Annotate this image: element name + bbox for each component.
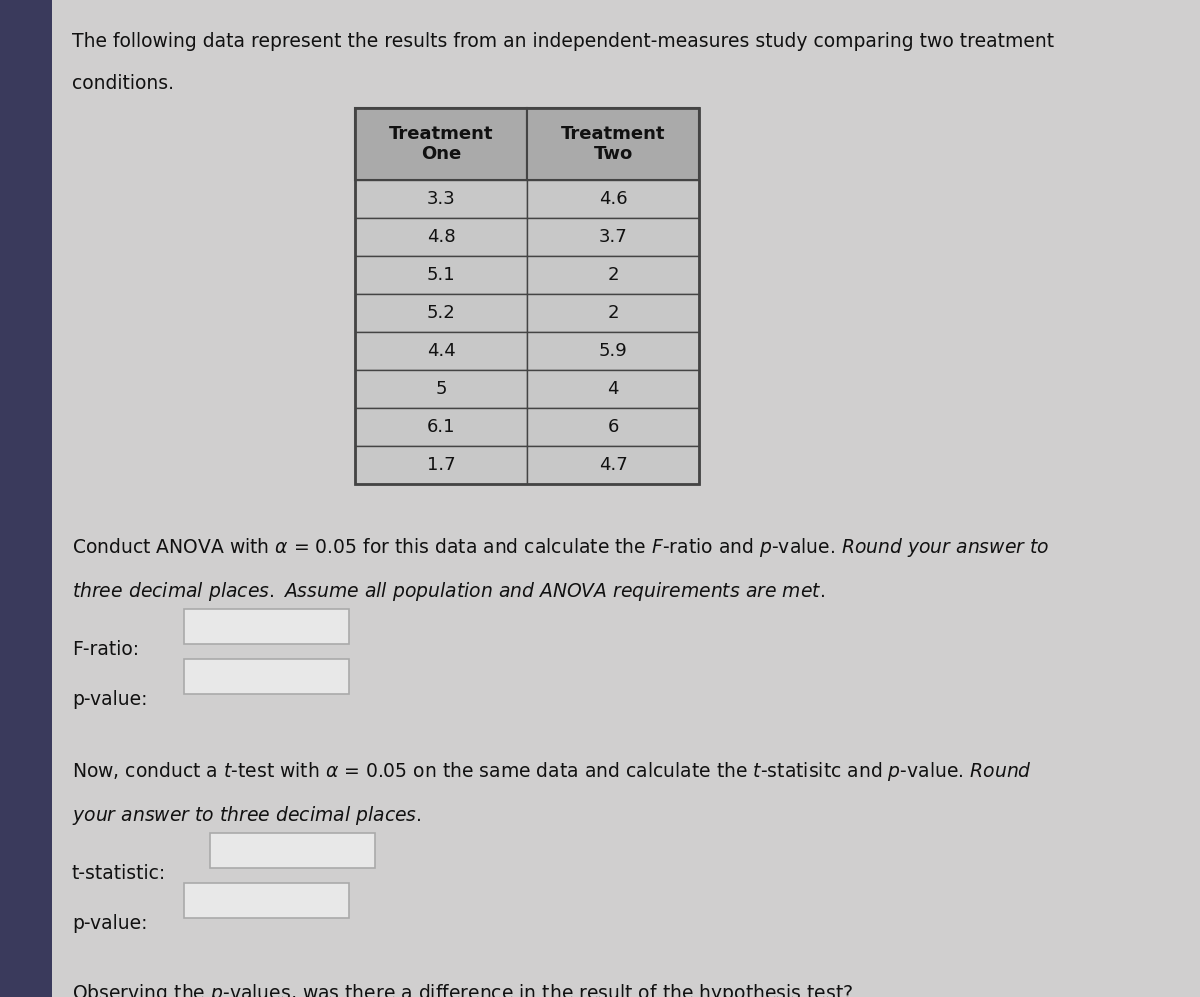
- Text: 5.9: 5.9: [599, 342, 628, 360]
- Text: 5: 5: [436, 380, 446, 398]
- Text: Treatment
Two: Treatment Two: [560, 125, 665, 164]
- Bar: [527, 332, 698, 370]
- Text: The following data represent the results from an independent-measures study comp: The following data represent the results…: [72, 32, 1054, 51]
- Text: Now, conduct a $\it{t}$-test with $\alpha$ = 0.05 on the same data and calculate: Now, conduct a $\it{t}$-test with $\alph…: [72, 760, 1032, 783]
- Bar: [527, 294, 698, 332]
- Text: 6.1: 6.1: [427, 418, 455, 436]
- Bar: [355, 370, 527, 408]
- Text: conditions.: conditions.: [72, 74, 174, 93]
- Bar: [527, 408, 698, 446]
- Text: 3.7: 3.7: [599, 228, 628, 246]
- Text: $\it{three\ decimal\ places.\ Assume\ all\ population\ and\ ANOVA\ requirements\: $\it{three\ decimal\ places.\ Assume\ al…: [72, 580, 824, 603]
- Bar: [527, 446, 698, 484]
- Text: 5.2: 5.2: [427, 304, 455, 322]
- Bar: [355, 446, 527, 484]
- Text: 6: 6: [607, 418, 619, 436]
- Bar: [527, 370, 698, 408]
- Text: 5.1: 5.1: [427, 266, 455, 284]
- Bar: [355, 108, 527, 180]
- Bar: [355, 218, 527, 256]
- Bar: [355, 332, 527, 370]
- Text: 4: 4: [607, 380, 619, 398]
- Text: Observing the $\it{p}$-values, was there a difference in the result of the hypot: Observing the $\it{p}$-values, was there…: [72, 982, 853, 997]
- Text: 4.7: 4.7: [599, 456, 628, 474]
- Bar: [527, 256, 698, 294]
- FancyBboxPatch shape: [184, 609, 349, 644]
- Text: F-ratio:: F-ratio:: [72, 640, 139, 659]
- Text: 4.4: 4.4: [427, 342, 455, 360]
- Text: 4.8: 4.8: [427, 228, 455, 246]
- Bar: [355, 294, 527, 332]
- Bar: [527, 108, 698, 180]
- Text: p-value:: p-value:: [72, 690, 148, 709]
- Text: 1.7: 1.7: [427, 456, 455, 474]
- FancyBboxPatch shape: [184, 659, 349, 694]
- Text: $\it{your\ answer\ to\ three\ decimal\ places.}$: $\it{your\ answer\ to\ three\ decimal\ p…: [72, 804, 421, 827]
- Text: 2: 2: [607, 266, 619, 284]
- Text: p-value:: p-value:: [72, 914, 148, 933]
- Bar: [355, 108, 698, 484]
- Text: 3.3: 3.3: [427, 190, 455, 208]
- Bar: [527, 180, 698, 218]
- Bar: [0, 0, 52, 997]
- Text: 2: 2: [607, 304, 619, 322]
- Bar: [355, 408, 527, 446]
- Text: Conduct ANOVA with $\alpha$ = 0.05 for this data and calculate the $\it{F}$-rati: Conduct ANOVA with $\alpha$ = 0.05 for t…: [72, 536, 1049, 559]
- FancyBboxPatch shape: [210, 833, 374, 868]
- Text: t-statistic:: t-statistic:: [72, 864, 167, 883]
- Text: Treatment
One: Treatment One: [389, 125, 493, 164]
- FancyBboxPatch shape: [184, 883, 349, 918]
- Bar: [527, 218, 698, 256]
- Bar: [355, 256, 527, 294]
- Text: 4.6: 4.6: [599, 190, 628, 208]
- Bar: [355, 180, 527, 218]
